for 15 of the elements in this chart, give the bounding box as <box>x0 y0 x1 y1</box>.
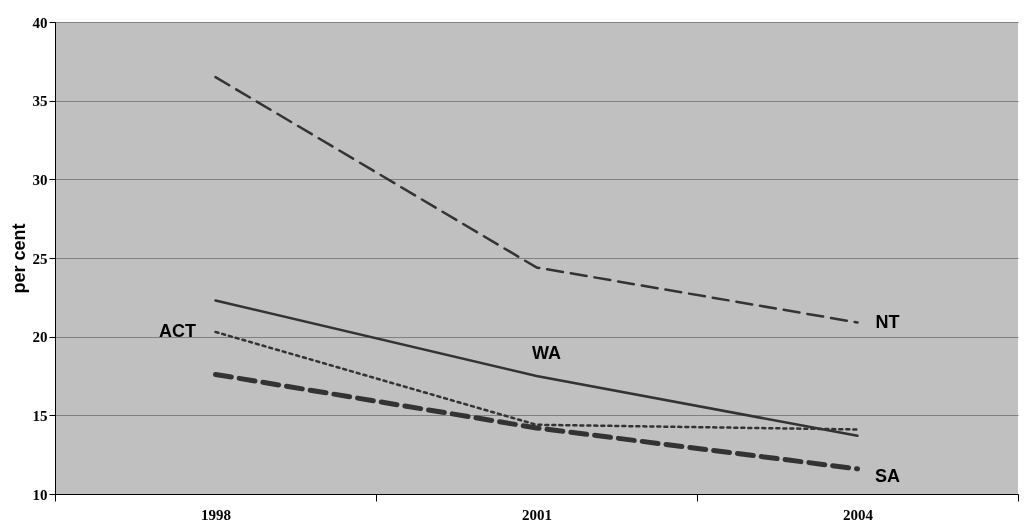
y-tick-label: 20 <box>32 329 48 346</box>
y-tick-label: 40 <box>32 14 48 31</box>
x-tick-label: 2004 <box>843 506 874 523</box>
x-tick-label: 1998 <box>201 506 231 523</box>
series-label: NT <box>875 311 900 332</box>
y-tick-label: 15 <box>32 407 48 424</box>
y-tick-label: 35 <box>32 93 48 110</box>
x-tick-label: 2001 <box>522 506 552 523</box>
y-tick-label: 30 <box>32 171 48 188</box>
series-label: WA <box>532 343 561 363</box>
y-tick-label: 25 <box>32 250 48 267</box>
y-axis-title: per cent <box>8 223 29 294</box>
y-tick-label: 10 <box>32 486 48 503</box>
series-label: ACT <box>159 320 196 341</box>
series-label: SA <box>874 465 901 486</box>
